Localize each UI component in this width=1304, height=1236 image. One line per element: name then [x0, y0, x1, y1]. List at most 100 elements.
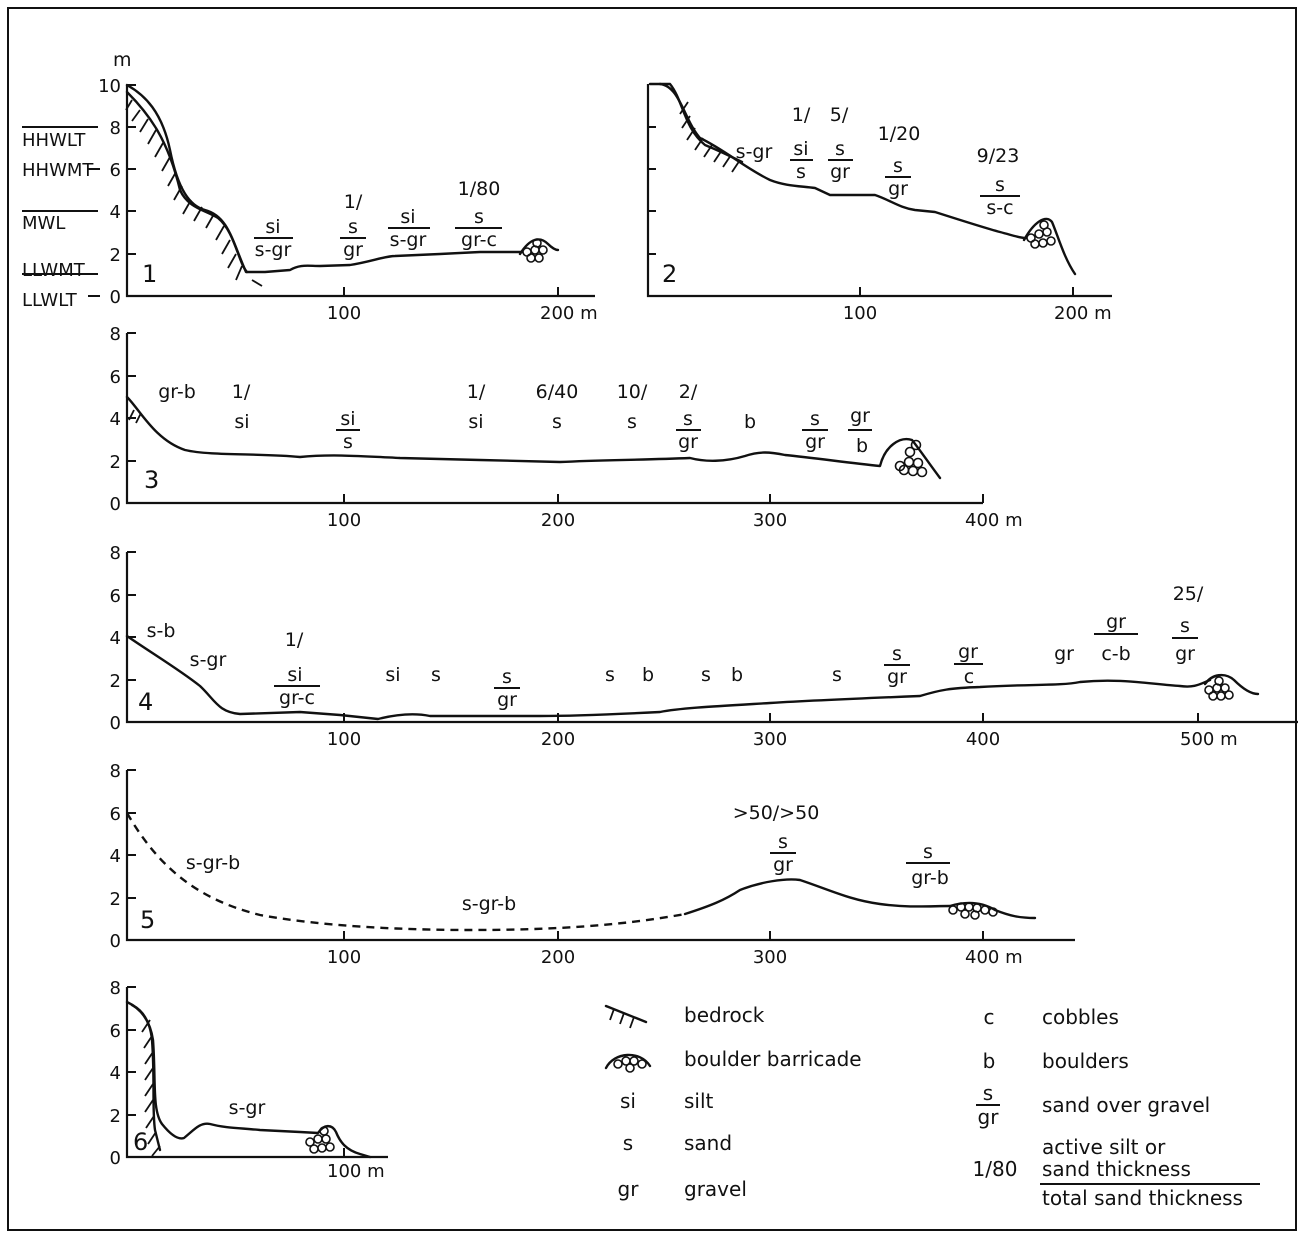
p4-a12-bottom: gr — [887, 666, 907, 688]
p1-a4-top: s — [474, 206, 484, 228]
profile-3-ytick-4: 4 — [110, 409, 121, 430]
profile-4-xtick-200: 200 — [541, 729, 575, 750]
profile-5-number: 5 — [140, 906, 155, 934]
profile-6-ticks — [127, 986, 345, 1157]
p2-a3-top: s — [835, 138, 845, 160]
profile-5-ytick-2: 2 — [110, 889, 121, 910]
p2-a3-pre: 5/ — [830, 104, 849, 126]
profile-1-number: 1 — [142, 260, 157, 288]
p2-a2-bottom: s — [796, 161, 806, 183]
profile-2-number: 2 — [662, 260, 677, 288]
p3-a10-top: gr — [850, 405, 870, 427]
legend-si-label: silt — [684, 1089, 714, 1113]
p3-a2-pre: 1/ — [232, 381, 251, 403]
profile-4-ytick-6: 6 — [110, 586, 121, 607]
profile-3-annotations: gr-b 1/ si si s 1/ si 6/40 s 10/ s 2/ s … — [158, 381, 872, 457]
p1-a2-top: s — [348, 216, 358, 238]
profile-3-axes — [125, 333, 983, 505]
p1-a2-bottom: gr — [343, 239, 363, 261]
profile-4-axes — [125, 552, 1298, 724]
p5-a1: s-gr-b — [186, 852, 240, 874]
p5-a3-pre: >50/>50 — [733, 802, 820, 824]
profile-1-surface — [125, 83, 524, 274]
profile-1-axes — [125, 85, 595, 298]
profile-3-xtick-300: 300 — [753, 510, 787, 531]
profile-6-ytick-4: 4 — [110, 1063, 121, 1084]
profile-1-ytick-0: 0 — [110, 287, 121, 308]
legend-bedrock-label: bedrock — [684, 1003, 765, 1027]
profile-1-boulder-barricade — [518, 238, 560, 263]
p3-a9-bottom: gr — [805, 431, 825, 453]
p2-a4-bottom: gr — [888, 178, 908, 200]
profile-4-surface — [125, 634, 1212, 721]
p4-a16-bottom: gr — [1175, 643, 1195, 665]
profile-2-annotations: s-gr 1/ si s 5/ s gr 1/20 s gr 9/23 s s-… — [736, 104, 1020, 219]
profile-6-ytick-2: 2 — [110, 1106, 121, 1127]
p5-a2: s-gr-b — [462, 893, 516, 915]
p4-a1: s-b — [147, 620, 176, 642]
profile-2-xtick-100: 100 — [843, 303, 877, 324]
p1-a4-pre: 1/80 — [458, 178, 501, 200]
legend-c-code: c — [984, 1005, 995, 1029]
p2-a4-pre: 1/20 — [878, 123, 921, 145]
profile-4-ytick-2: 2 — [110, 671, 121, 692]
p1-a2-pre: 1/ — [344, 191, 363, 213]
profile-2-bedrock — [648, 82, 744, 164]
p1-a1-bottom: s-gr — [255, 239, 292, 261]
profile-2-axes — [646, 84, 1112, 298]
p3-a5: s — [552, 411, 562, 433]
p2-a2-pre: 1/ — [792, 104, 811, 126]
profile-2-ticks — [648, 126, 1074, 296]
profile-4-xtick-100: 100 — [327, 729, 361, 750]
tide-levels: HHWLT HHWMT MWL LLWMT LLWLT — [22, 126, 100, 311]
profile-3: 8 6 4 2 0 100 200 300 400 m 3 gr-b 1/ si — [110, 324, 1023, 531]
profile-2: 100 200 m 2 s-gr 1/ si — [646, 82, 1112, 324]
profile-5-xtick-200: 200 — [541, 947, 575, 968]
legend-active-line1: active silt or — [1042, 1135, 1166, 1159]
profile-5-annotations: s-gr-b s-gr-b >50/>50 s gr s gr-b — [186, 802, 950, 915]
legend-boulder-barricade-label: boulder barricade — [684, 1047, 862, 1071]
p4-a3-top: si — [287, 664, 302, 686]
p4-a15-bottom: c-b — [1101, 643, 1130, 665]
legend-s-code: s — [623, 1131, 633, 1155]
p3-a7-pre: 2/ — [679, 381, 698, 403]
profile-5-ytick-0: 0 — [110, 931, 121, 952]
profile-3-ytick-0: 0 — [110, 494, 121, 515]
profile-1-xtick-100: 100 — [327, 303, 361, 324]
profile-2-xtick-200: 200 m — [1054, 303, 1112, 324]
profile-1-ytick-2: 2 — [110, 245, 121, 266]
profile-2-boulder-barricade — [1022, 217, 1077, 276]
p1-a3-top: si — [400, 206, 415, 228]
p5-a3-top: s — [778, 831, 788, 853]
figure-frame — [7, 7, 1297, 1231]
profile-6-ytick-6: 6 — [110, 1021, 121, 1042]
p2-a2-top: si — [793, 138, 808, 160]
profile-5-xtick-300: 300 — [753, 947, 787, 968]
profile-6-boulder-barricade — [305, 1126, 335, 1154]
profile-1: m 10 8 6 4 2 0 100 200 m HHWLT HHWMT MWL — [22, 49, 598, 324]
bedrock-symbol-icon — [604, 1004, 648, 1029]
tide-level-llwlt: LLWLT — [22, 290, 78, 311]
profile-4-ticks — [127, 551, 1199, 722]
p3-a6-pre: 10/ — [617, 381, 648, 403]
profile-3-xtick-100: 100 — [327, 510, 361, 531]
profile-1-annotations: si s-gr 1/ s gr si s-gr 1/80 s gr-c — [254, 178, 502, 261]
legend-si-code: si — [620, 1089, 636, 1113]
profile-3-surface — [125, 395, 942, 480]
tide-level-hhwmt: HHWMT — [22, 160, 94, 181]
profile-4-xtick-300: 300 — [753, 729, 787, 750]
p3-a3-top: si — [340, 408, 355, 430]
tide-level-hhwlt: HHWLT — [22, 130, 86, 151]
p4-a5: s — [431, 664, 441, 686]
profile-4-ytick-8: 8 — [110, 543, 121, 564]
profile-3-ticks — [127, 332, 984, 503]
profile-4-xtick-400: 400 — [966, 729, 1000, 750]
p2-a5-top: s — [995, 174, 1005, 196]
legend-ratio-example: 1/80 — [973, 1157, 1018, 1181]
legend-active-line3: total sand thickness — [1042, 1186, 1243, 1210]
p4-a6-bottom: gr — [497, 689, 517, 711]
profile-3-ytick-2: 2 — [110, 452, 121, 473]
profile-3-boulder-barricade — [894, 439, 928, 478]
p2-a3-bottom: gr — [830, 161, 850, 183]
profile-3-xtick-200: 200 — [541, 510, 575, 531]
